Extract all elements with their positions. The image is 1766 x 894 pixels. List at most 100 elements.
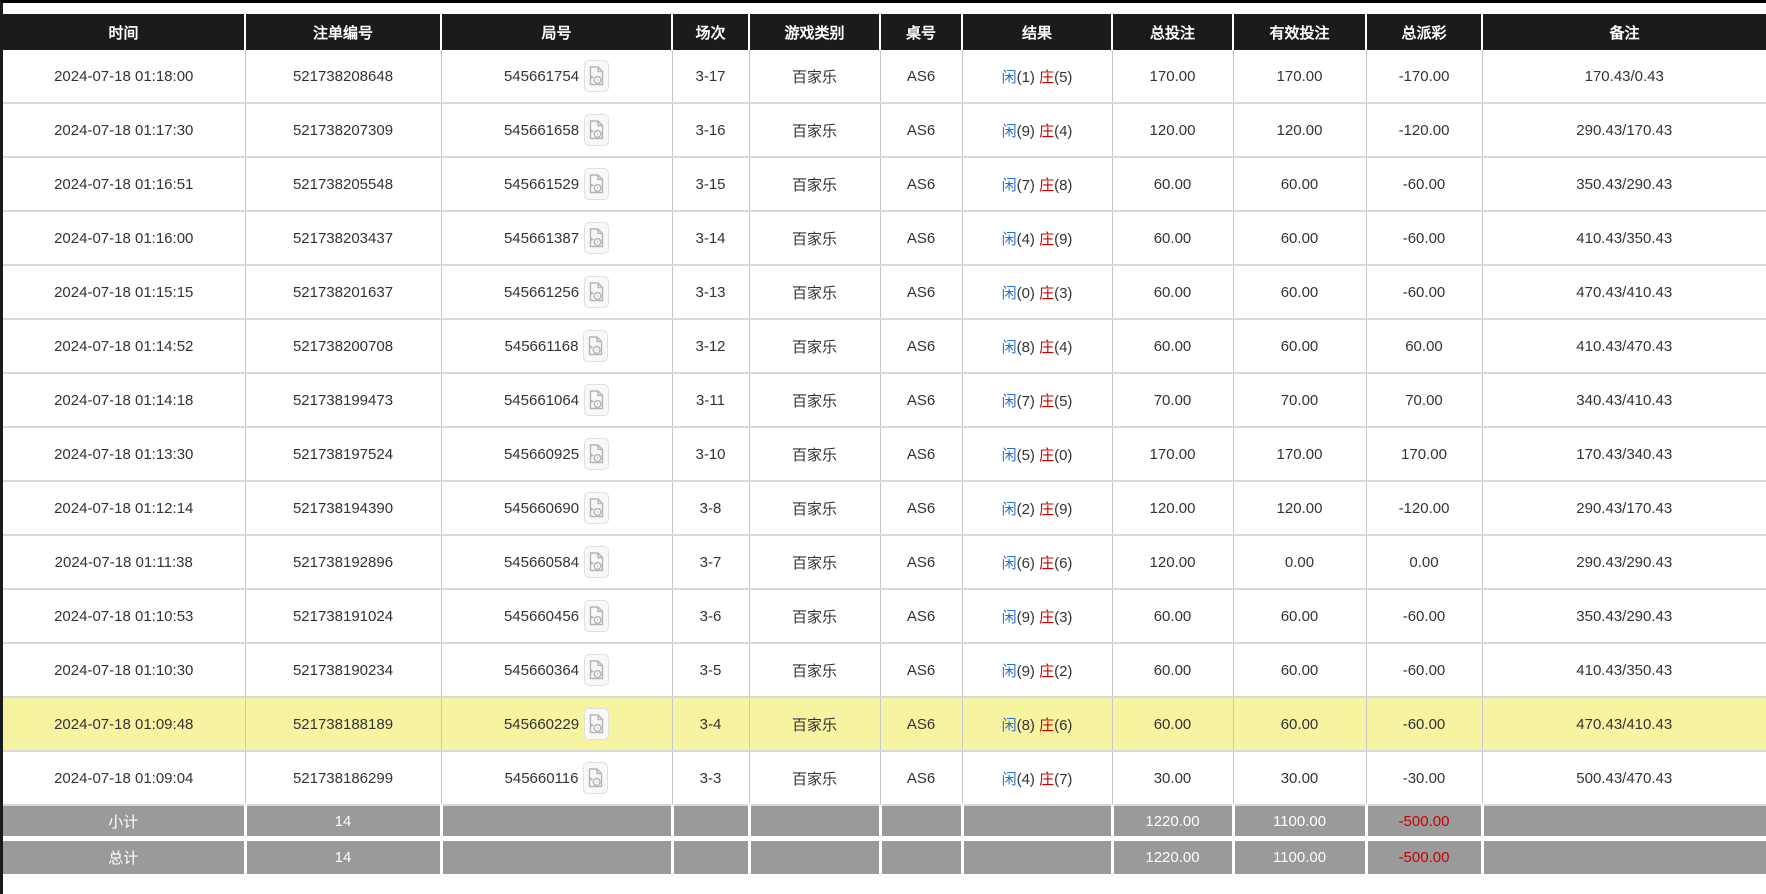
cell-grandtotal-payout: -500.00 <box>1366 838 1484 874</box>
table-header: 时间 注单编号 局号 场次 游戏类别 桌号 结果 总投注 有效投注 总派彩 备注 <box>3 14 1766 50</box>
cell-payout: 170.00 <box>1366 427 1483 482</box>
cell-bet-id: 521738186299 <box>245 751 442 806</box>
cell-subtotal-payout: -500.00 <box>1366 805 1484 841</box>
result-player-label: 闲 <box>1001 230 1017 248</box>
result-banker-label: 庄 <box>1039 716 1055 734</box>
table-row: 2024-07-18 01:18:00 521738208648 545661754… <box>3 50 1766 104</box>
cell-time: 2024-07-18 01:09:48 <box>3 697 246 752</box>
video-replay-icon[interactable] <box>584 276 610 308</box>
result-banker-score: (0) <box>1054 446 1073 464</box>
cell-session: 3-5 <box>672 643 750 698</box>
cell-grandtotal-session <box>672 838 751 874</box>
round-id-number: 545660364 <box>503 661 580 679</box>
cell-total-bet: 60.00 <box>1112 589 1234 644</box>
cell-grandtotal-total-bet: 1220.00 <box>1112 838 1235 874</box>
cell-total-bet: 60.00 <box>1112 319 1234 374</box>
cell-result: 闲(4) 庄(7) <box>962 751 1113 806</box>
result-banker-label: 庄 <box>1039 68 1055 86</box>
round-id-number: 545661658 <box>503 121 580 139</box>
video-replay-icon[interactable] <box>584 114 610 146</box>
result-banker-score: (6) <box>1054 554 1073 572</box>
cell-game-type: 百家乐 <box>749 589 881 644</box>
column-header-table-no: 桌号 <box>880 14 963 50</box>
cell-remark: 170.43/0.43 <box>1482 50 1766 104</box>
cell-grandtotal-game-type <box>749 838 882 874</box>
cell-round-id: 545661387 <box>441 211 673 266</box>
video-replay-icon[interactable] <box>584 168 610 200</box>
cell-bet-id: 521738192896 <box>245 535 442 590</box>
cell-session: 3-14 <box>672 211 750 266</box>
round-id-number: 545661256 <box>503 283 580 301</box>
round-id-number: 545661064 <box>503 391 580 409</box>
cell-grandtotal-time: 总计 <box>3 838 247 874</box>
round-id-group: 545660584 <box>504 546 610 578</box>
cell-time: 2024-07-18 01:16:51 <box>3 157 246 212</box>
result-player-score: (8) <box>1016 338 1040 356</box>
round-id-number: 545660116 <box>504 769 579 787</box>
cell-remark: 350.43/290.43 <box>1482 589 1766 644</box>
video-replay-icon[interactable] <box>584 546 610 578</box>
result-banker-score: (8) <box>1054 176 1073 194</box>
cell-remark: 170.43/340.43 <box>1482 427 1766 482</box>
cell-valid-bet: 60.00 <box>1233 697 1367 752</box>
cell-total-bet: 120.00 <box>1112 481 1234 536</box>
result-banker-label: 庄 <box>1039 230 1055 248</box>
cell-round-id: 545661754 <box>441 50 673 104</box>
video-replay-icon[interactable] <box>584 222 610 254</box>
video-replay-icon[interactable] <box>584 654 610 686</box>
video-replay-icon[interactable] <box>584 60 610 92</box>
video-replay-icon[interactable] <box>584 600 610 632</box>
video-replay-icon[interactable] <box>584 492 610 524</box>
column-header-game-type: 游戏类别 <box>749 14 881 50</box>
cell-remark: 290.43/170.43 <box>1482 481 1766 536</box>
cell-game-type: 百家乐 <box>749 427 881 482</box>
video-replay-icon[interactable] <box>583 762 609 794</box>
cell-round-id: 545660364 <box>441 643 673 698</box>
cell-time: 2024-07-18 01:10:53 <box>3 589 246 644</box>
cell-session: 3-7 <box>672 535 750 590</box>
cell-table-no: AS6 <box>880 319 963 374</box>
cell-time: 2024-07-18 01:16:00 <box>3 211 246 266</box>
video-replay-icon[interactable] <box>584 384 610 416</box>
cell-payout: -60.00 <box>1366 697 1483 752</box>
cell-round-id: 545660925 <box>441 427 673 482</box>
column-header-total-bet: 总投注 <box>1112 14 1234 50</box>
result-banker-label: 庄 <box>1039 554 1055 572</box>
cell-remark: 350.43/290.43 <box>1482 157 1766 212</box>
cell-remark: 410.43/470.43 <box>1482 319 1766 374</box>
result-player-score: (4) <box>1016 770 1040 788</box>
cell-table-no: AS6 <box>880 643 963 698</box>
cell-grandtotal-table-no <box>880 838 964 874</box>
cell-grandtotal-remark <box>1482 838 1766 874</box>
result-player-label: 闲 <box>1001 662 1017 680</box>
result-player-score: (5) <box>1016 446 1040 464</box>
cell-valid-bet: 170.00 <box>1233 427 1367 482</box>
cell-round-id: 545660690 <box>441 481 673 536</box>
cell-payout: -30.00 <box>1366 751 1483 806</box>
cell-remark: 470.43/410.43 <box>1482 697 1766 752</box>
cell-result: 闲(9) 庄(2) <box>962 643 1113 698</box>
cell-payout: 70.00 <box>1366 373 1483 428</box>
result-player-label: 闲 <box>1001 68 1017 86</box>
cell-result: 闲(2) 庄(9) <box>962 481 1113 536</box>
round-id-group: 545660229 <box>504 708 610 740</box>
round-id-group: 545660364 <box>503 654 610 686</box>
round-id-group: 545660116 <box>505 762 609 794</box>
result-banker-score: (9) <box>1054 230 1073 248</box>
table-row: 2024-07-18 01:10:30 521738190234 545660364… <box>3 643 1766 698</box>
cell-valid-bet: 170.00 <box>1233 50 1367 104</box>
video-replay-icon[interactable] <box>584 708 610 740</box>
video-replay-icon[interactable] <box>584 438 610 470</box>
cell-total-bet: 60.00 <box>1112 265 1234 320</box>
result-banker-score: (4) <box>1054 122 1073 140</box>
cell-result: 闲(9) 庄(4) <box>962 103 1113 158</box>
column-header-round-id: 局号 <box>441 14 673 50</box>
video-replay-icon[interactable] <box>583 330 609 362</box>
result-banker-label: 庄 <box>1039 284 1055 302</box>
cell-session: 3-3 <box>672 751 750 806</box>
cell-total-bet: 70.00 <box>1112 373 1234 428</box>
column-header-remark: 备注 <box>1482 14 1766 50</box>
round-id-number: 545661387 <box>503 229 580 247</box>
table-row: 2024-07-18 01:09:48 521738188189 545660229… <box>3 697 1766 752</box>
result-banker-score: (5) <box>1054 392 1073 410</box>
